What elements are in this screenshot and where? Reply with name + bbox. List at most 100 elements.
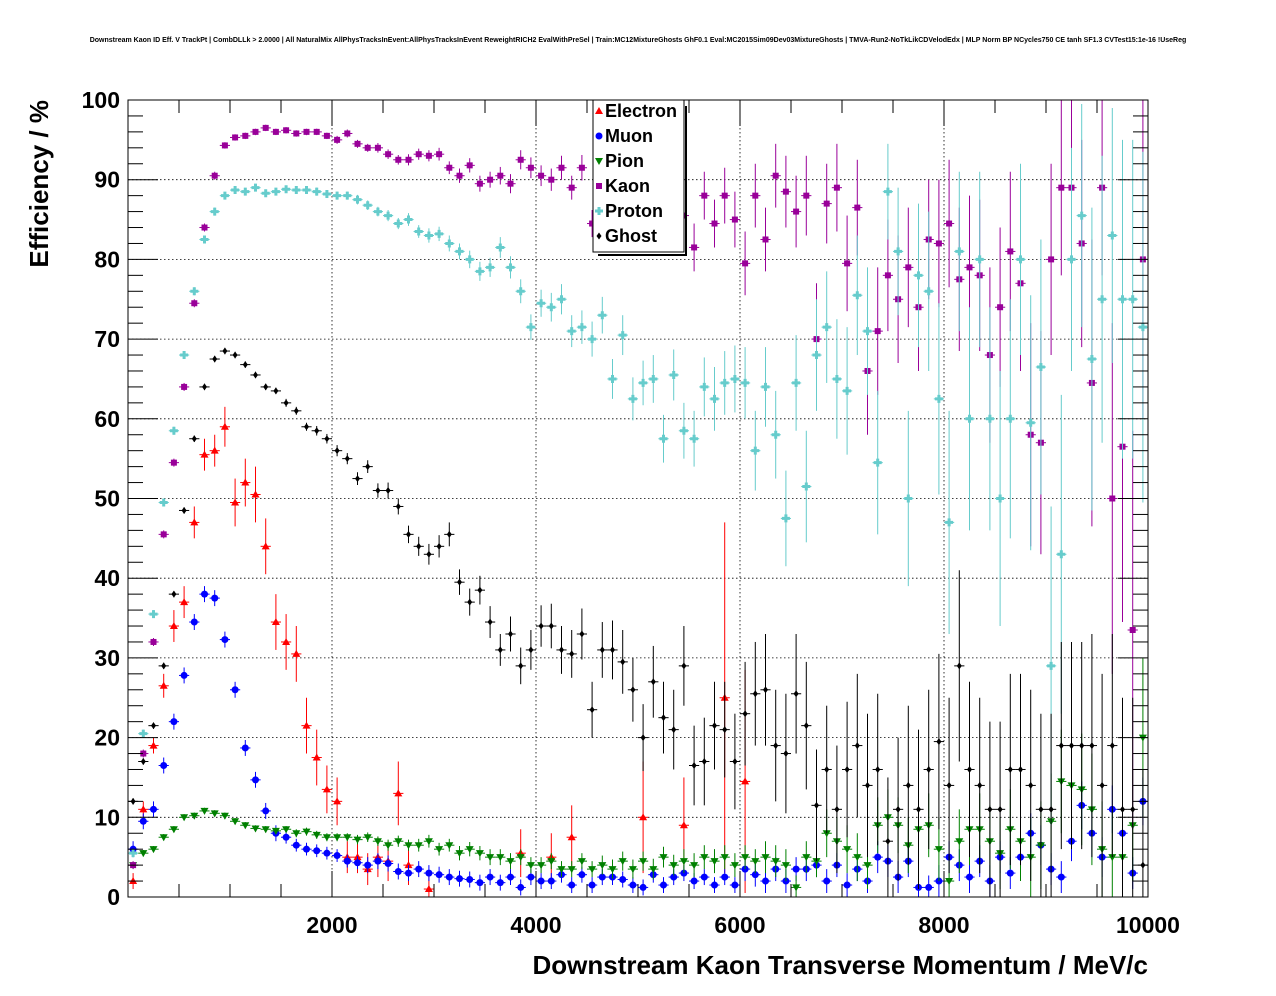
data-point xyxy=(404,215,413,224)
data-point xyxy=(252,776,259,784)
data-point xyxy=(752,192,759,199)
data-point xyxy=(384,860,392,868)
data-point xyxy=(1048,805,1054,813)
data-point xyxy=(271,827,280,835)
data-point xyxy=(210,810,219,818)
data-point xyxy=(761,854,770,862)
data-point xyxy=(711,220,718,227)
data-point xyxy=(559,646,564,654)
data-point xyxy=(578,164,585,171)
data-point xyxy=(190,812,199,820)
data-point xyxy=(211,172,218,179)
data-point xyxy=(987,805,993,813)
x-tick-label: 4000 xyxy=(510,912,561,938)
data-point xyxy=(865,781,870,789)
data-point xyxy=(843,386,852,395)
data-point xyxy=(220,422,229,430)
data-point xyxy=(763,686,768,694)
data-point xyxy=(333,852,341,860)
data-point xyxy=(343,834,352,842)
data-point xyxy=(771,430,780,439)
data-point xyxy=(334,447,340,455)
data-point xyxy=(783,750,789,758)
data-point xyxy=(486,263,495,272)
data-point xyxy=(210,207,219,216)
legend-box xyxy=(592,99,685,253)
data-point xyxy=(710,394,719,403)
data-point xyxy=(1007,765,1013,773)
data-point xyxy=(160,531,167,538)
data-point xyxy=(149,846,158,854)
legend-label-pion: Pion xyxy=(605,151,644,171)
legend-marker-muon xyxy=(595,132,603,140)
data-point xyxy=(507,873,514,881)
legend-label-proton: Proton xyxy=(605,201,663,221)
data-point xyxy=(283,127,290,134)
y-tick-label: 100 xyxy=(82,87,120,113)
data-point xyxy=(517,883,525,891)
data-point xyxy=(416,542,422,550)
data-point xyxy=(579,630,585,638)
tick-labels: 2000 4000 6000 8000 10000 0 10 20 30 40 50 60 70 80 90… xyxy=(82,87,1180,938)
data-point xyxy=(395,502,401,510)
data-point xyxy=(455,247,464,256)
data-point xyxy=(312,187,321,196)
data-point xyxy=(161,662,167,670)
data-point xyxy=(824,765,830,773)
data-point xyxy=(211,594,219,602)
data-point xyxy=(814,801,819,809)
data-point xyxy=(650,678,656,686)
data-point xyxy=(364,144,371,151)
data-point xyxy=(1069,742,1074,750)
y-tick-label: 80 xyxy=(94,246,120,272)
data-point xyxy=(159,498,168,507)
data-point xyxy=(477,586,483,594)
legend-label-ghost: Ghost xyxy=(605,226,657,246)
data-point xyxy=(210,446,219,454)
data-point xyxy=(598,862,607,870)
data-point xyxy=(190,618,198,626)
data-point xyxy=(241,478,250,486)
data-point xyxy=(1138,323,1147,332)
legend-shadow-bottom xyxy=(598,254,687,256)
data-point xyxy=(649,374,658,383)
legend-label-electron: Electron xyxy=(605,101,677,121)
data-point xyxy=(395,156,402,163)
data-point xyxy=(415,865,423,873)
data-point xyxy=(1026,418,1035,427)
data-point xyxy=(139,850,148,858)
data-point xyxy=(823,877,831,885)
y-tick-label: 70 xyxy=(94,326,120,352)
data-point xyxy=(844,260,851,267)
data-point xyxy=(456,875,463,883)
data-point xyxy=(589,220,596,227)
data-point xyxy=(885,837,891,845)
data-point xyxy=(1120,805,1125,813)
data-point xyxy=(334,136,341,143)
data-point xyxy=(671,726,677,734)
data-point xyxy=(843,846,852,854)
data-point xyxy=(618,331,627,340)
data-point xyxy=(496,879,504,887)
data-point xyxy=(220,812,229,820)
data-point xyxy=(874,853,882,861)
data-point xyxy=(762,236,769,243)
data-point xyxy=(832,374,841,383)
data-point xyxy=(180,598,189,606)
data-point xyxy=(507,180,514,187)
data-point xyxy=(619,875,627,883)
data-point xyxy=(465,255,474,264)
data-point xyxy=(151,722,156,730)
data-point xyxy=(181,506,187,514)
data-point xyxy=(312,831,321,839)
data-point xyxy=(273,387,279,395)
data-point xyxy=(863,327,872,336)
data-point xyxy=(202,383,207,391)
data-point xyxy=(793,208,800,215)
data-point xyxy=(149,610,158,619)
data-point xyxy=(201,590,208,598)
data-point xyxy=(261,189,270,198)
data-point xyxy=(1006,414,1015,423)
data-point xyxy=(568,881,576,889)
data-point xyxy=(894,247,903,256)
